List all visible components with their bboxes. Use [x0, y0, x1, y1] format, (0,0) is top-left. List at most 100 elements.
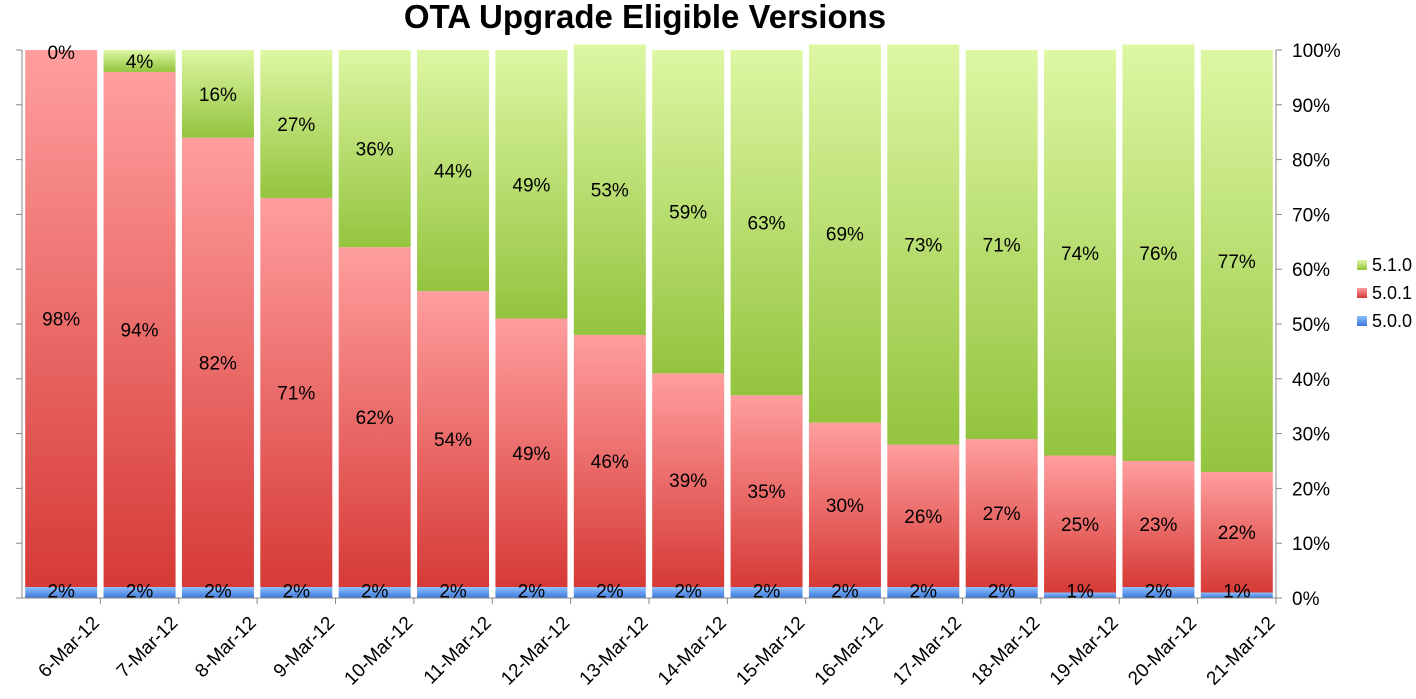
- data-label-5-0-1: 82%: [199, 353, 237, 374]
- bar-segment-5-0-1: [417, 291, 490, 588]
- bar-segment-5-1-0: [417, 50, 490, 292]
- x-category-label: 16-Mar-12: [811, 613, 888, 690]
- data-label-5-0-0: 1%: [1223, 582, 1251, 603]
- data-label-5-0-0: 2%: [518, 582, 546, 603]
- data-label-5-1-0: 27%: [277, 115, 315, 136]
- y-tick-label: 30%: [1292, 425, 1330, 446]
- y-tick-label: 80%: [1292, 151, 1330, 172]
- data-label-5-0-1: 39%: [669, 471, 707, 492]
- data-label-5-0-0: 2%: [674, 582, 702, 603]
- bar-segment-5-0-0: [887, 587, 960, 598]
- bar-segment-5-1-0: [808, 44, 881, 423]
- y-axis-right: 0% 10% 20% 30% 40% 50% 60% 70% 80% 90% 100%: [1275, 41, 1341, 610]
- bar-segment-5-0-0: [1122, 587, 1195, 598]
- legend-label-5-1-0: 5.1.0: [1372, 255, 1412, 275]
- bar-segment-5-0-1: [25, 50, 98, 588]
- data-label-5-1-0: 69%: [826, 225, 864, 246]
- bar-segment-5-0-1: [103, 71, 176, 588]
- x-category-label: 20-Mar-12: [1124, 613, 1201, 690]
- y-tick-label: 40%: [1292, 370, 1330, 391]
- x-category-label: 11-Mar-12: [420, 613, 496, 689]
- bar-segment-5-0-1: [1044, 455, 1117, 593]
- data-label-5-1-0: 73%: [904, 236, 942, 257]
- x-category-label: 19-Mar-12: [1046, 613, 1123, 690]
- chart-title: OTA Upgrade Eligible Versions: [404, 0, 886, 35]
- data-label-5-1-0: 49%: [512, 175, 550, 196]
- data-label-5-0-0: 2%: [47, 582, 75, 603]
- x-category-label: 14-Mar-12: [654, 613, 731, 690]
- bar-segment-5-1-0: [338, 50, 411, 248]
- data-label-5-0-0: 2%: [831, 582, 859, 603]
- x-category-label: 7-Mar-12: [113, 613, 182, 682]
- data-label-5-0-1: 54%: [434, 430, 472, 451]
- data-label-5-0-0: 2%: [910, 582, 938, 603]
- bar-segment-5-1-0: [260, 50, 333, 198]
- data-label-5-0-0: 1%: [1066, 582, 1094, 603]
- data-label-5-1-0: 76%: [1139, 244, 1177, 265]
- bar-segment-5-0-1: [181, 137, 254, 588]
- data-label-5-0-1: 94%: [121, 320, 159, 341]
- bar-segment-5-0-1: [730, 395, 803, 588]
- bar-segment-5-0-0: [25, 587, 98, 598]
- data-label-5-0-1: 49%: [512, 444, 550, 465]
- bar-segment-5-0-0: [260, 587, 333, 598]
- bar-segment-5-0-0: [417, 587, 490, 598]
- data-label-5-0-1: 62%: [356, 408, 394, 429]
- legend-swatch-5-0-0: [1357, 316, 1367, 326]
- bar-segment-5-1-0: [965, 50, 1038, 440]
- y-tick-label: 10%: [1292, 534, 1330, 555]
- legend-label-5-0-0: 5.0.0: [1372, 311, 1412, 331]
- bar-segment-5-0-0: [965, 587, 1038, 598]
- bar-segment-5-0-1: [495, 318, 568, 588]
- data-label-5-0-1: 30%: [826, 496, 864, 517]
- data-label-5-0-0: 2%: [596, 582, 624, 603]
- x-category-label: 15-Mar-12: [732, 613, 809, 690]
- x-category-label: 21-Mar-12: [1203, 613, 1280, 690]
- bar-segment-5-1-0: [1044, 50, 1117, 456]
- bar-segment-5-1-0: [730, 50, 803, 396]
- bar-segment-5-0-0: [652, 587, 725, 598]
- data-label-5-0-1: 98%: [42, 310, 80, 331]
- data-label-5-1-0: 77%: [1218, 252, 1256, 273]
- bar-segment-5-1-0: [887, 44, 960, 445]
- data-label-5-0-1: 25%: [1061, 515, 1099, 536]
- x-axis: 6-Mar-12 7-Mar-12 8-Mar-12 9-Mar-12 10-Mar-1…: [22, 597, 1280, 690]
- data-label-5-0-1: 46%: [591, 452, 629, 473]
- data-label-5-0-0: 2%: [361, 582, 389, 603]
- data-label-5-1-0: 44%: [434, 162, 472, 183]
- bar-segment-5-1-0: [103, 50, 176, 72]
- data-label-5-1-0: 74%: [1061, 244, 1099, 265]
- bar-segment-5-1-0: [1200, 50, 1273, 472]
- bars-group: [25, 44, 1273, 598]
- bar-segment-5-0-1: [887, 444, 960, 588]
- bar-segment-5-0-1: [573, 334, 646, 588]
- x-category-label: 6-Mar-12: [35, 613, 104, 682]
- x-category-label: 18-Mar-12: [968, 613, 1045, 690]
- bar-segment-5-0-0: [808, 587, 881, 598]
- data-label-5-0-1: 26%: [904, 507, 942, 528]
- x-category-label: 13-Mar-12: [576, 613, 653, 690]
- bar-segment-5-0-1: [808, 422, 881, 588]
- legend: 5.1.0 5.0.1 5.0.0: [1357, 255, 1412, 331]
- y-tick-label: 60%: [1292, 260, 1330, 281]
- data-label-5-0-0: 2%: [126, 582, 154, 603]
- bar-segment-5-0-0: [573, 587, 646, 598]
- legend-label-5-0-1: 5.0.1: [1372, 283, 1412, 303]
- y-tick-label: 90%: [1292, 96, 1330, 117]
- bar-segment-5-0-0: [103, 587, 176, 598]
- data-label-5-0-0: 2%: [753, 582, 781, 603]
- bar-segment-5-0-1: [652, 373, 725, 588]
- data-label-5-1-0: 71%: [983, 236, 1021, 257]
- bar-segment-5-0-0: [338, 587, 411, 598]
- data-label-5-1-0: 53%: [591, 181, 629, 202]
- bar-segment-5-0-0: [730, 587, 803, 598]
- x-category-label: 17-Mar-12: [889, 613, 966, 690]
- data-label-5-1-0: 0%: [47, 43, 75, 64]
- legend-swatch-5-0-1: [1357, 288, 1367, 298]
- bar-segment-5-1-0: [652, 50, 725, 374]
- data-label-5-0-1: 27%: [983, 504, 1021, 525]
- data-label-5-0-0: 2%: [283, 582, 311, 603]
- y-tick-label: 0%: [1292, 589, 1320, 610]
- data-label-5-0-1: 35%: [748, 482, 786, 503]
